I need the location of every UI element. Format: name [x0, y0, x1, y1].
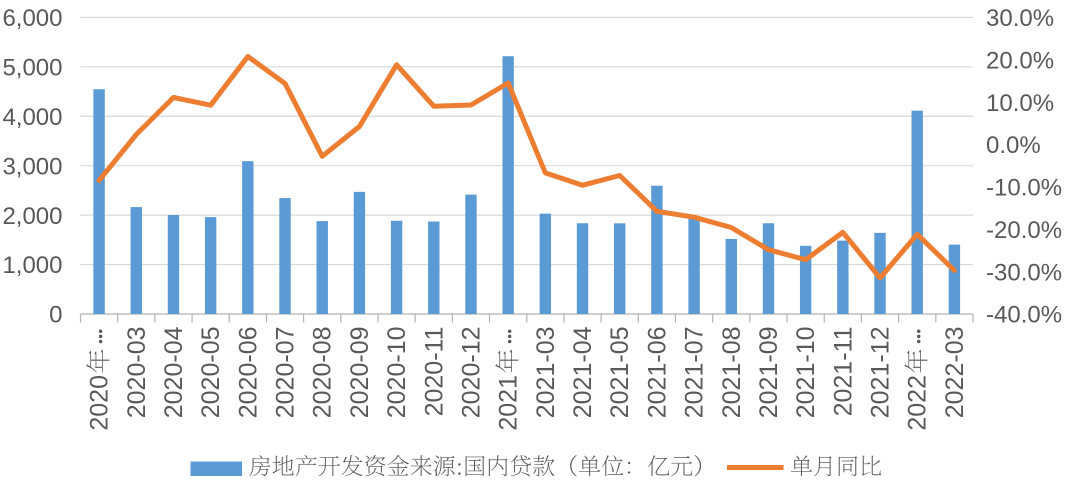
svg-text:2020-11: 2020-11: [420, 327, 448, 417]
svg-text:2,000: 2,000: [2, 203, 62, 230]
svg-text:2020-12: 2020-12: [457, 327, 485, 419]
svg-text:2020-08: 2020-08: [309, 327, 337, 419]
svg-text:2020-10: 2020-10: [383, 327, 411, 419]
svg-text:2020-04: 2020-04: [160, 326, 188, 418]
svg-text:2020-05: 2020-05: [197, 327, 225, 419]
svg-text:2020-06: 2020-06: [234, 327, 262, 419]
svg-text:2020-03: 2020-03: [123, 327, 151, 419]
svg-text:1,000: 1,000: [2, 252, 62, 279]
svg-text:2020: 2020: [86, 375, 114, 431]
svg-text:3,000: 3,000: [2, 153, 62, 180]
svg-text:2021-03: 2021-03: [532, 327, 560, 419]
svg-text:-30.0%: -30.0%: [986, 259, 1062, 286]
svg-text:2021-07: 2021-07: [681, 327, 709, 419]
svg-text:2022-03: 2022-03: [941, 327, 969, 419]
svg-text:5,000: 5,000: [2, 54, 62, 81]
svg-text:2021: 2021: [495, 375, 523, 431]
svg-text:20.0%: 20.0%: [986, 47, 1054, 74]
svg-text:2020-07: 2020-07: [272, 327, 300, 419]
svg-text:-20.0%: -20.0%: [986, 217, 1062, 244]
svg-text:2021-11: 2021-11: [829, 327, 857, 417]
svg-text:6,000: 6,000: [2, 5, 62, 32]
svg-text:2021-05: 2021-05: [606, 327, 634, 419]
svg-text:0.0%: 0.0%: [986, 132, 1041, 159]
svg-text:2021-10: 2021-10: [792, 327, 820, 419]
svg-text:4,000: 4,000: [2, 104, 62, 131]
svg-text:2020-09: 2020-09: [346, 327, 374, 419]
svg-text:0: 0: [49, 302, 62, 329]
svg-text:2021-09: 2021-09: [755, 327, 783, 419]
svg-text:2022: 2022: [904, 375, 932, 431]
svg-text:2021-08: 2021-08: [718, 327, 746, 419]
svg-text:10.0%: 10.0%: [986, 90, 1054, 117]
svg-text:-10.0%: -10.0%: [986, 175, 1062, 202]
svg-text:30.0%: 30.0%: [986, 5, 1054, 32]
svg-text:2021-06: 2021-06: [643, 327, 671, 419]
svg-text:2021-12: 2021-12: [867, 327, 895, 419]
svg-text:-40.0%: -40.0%: [986, 302, 1062, 329]
svg-text:2021-04: 2021-04: [569, 326, 597, 418]
